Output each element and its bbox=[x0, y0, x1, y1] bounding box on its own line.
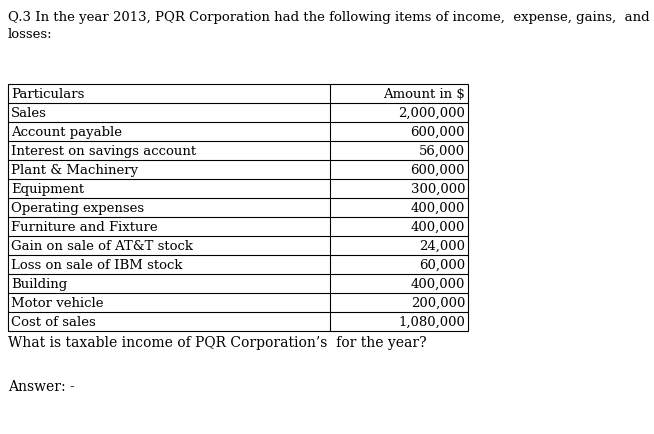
Text: 2,000,000: 2,000,000 bbox=[398, 107, 465, 120]
Text: Cost of sales: Cost of sales bbox=[11, 315, 95, 328]
Text: 400,000: 400,000 bbox=[411, 277, 465, 290]
Text: losses:: losses: bbox=[8, 29, 52, 41]
Text: What is taxable income of PQR Corporation’s  for the year?: What is taxable income of PQR Corporatio… bbox=[8, 335, 426, 349]
Text: 56,000: 56,000 bbox=[419, 145, 465, 158]
Text: 300,000: 300,000 bbox=[411, 183, 465, 196]
Text: Particulars: Particulars bbox=[11, 88, 84, 101]
Text: Plant & Machinery: Plant & Machinery bbox=[11, 164, 138, 177]
Text: Motor vehicle: Motor vehicle bbox=[11, 296, 103, 309]
Text: 200,000: 200,000 bbox=[411, 296, 465, 309]
Text: Q.3 In the year 2013, PQR Corporation had the following items of income,  expens: Q.3 In the year 2013, PQR Corporation ha… bbox=[8, 10, 649, 23]
Text: 600,000: 600,000 bbox=[411, 126, 465, 139]
Text: Interest on savings account: Interest on savings account bbox=[11, 145, 196, 158]
Text: Furniture and Fixture: Furniture and Fixture bbox=[11, 220, 158, 233]
Text: Building: Building bbox=[11, 277, 67, 290]
Text: 400,000: 400,000 bbox=[411, 201, 465, 214]
Text: Account payable: Account payable bbox=[11, 126, 122, 139]
Text: Answer: -: Answer: - bbox=[8, 379, 75, 393]
Text: Gain on sale of AT&T stock: Gain on sale of AT&T stock bbox=[11, 240, 193, 253]
Text: Amount in $: Amount in $ bbox=[383, 88, 465, 101]
Text: 600,000: 600,000 bbox=[411, 164, 465, 177]
Text: Sales: Sales bbox=[11, 107, 47, 120]
Text: Equipment: Equipment bbox=[11, 183, 84, 196]
Text: 60,000: 60,000 bbox=[419, 258, 465, 271]
Text: Loss on sale of IBM stock: Loss on sale of IBM stock bbox=[11, 258, 182, 271]
Text: 1,080,000: 1,080,000 bbox=[398, 315, 465, 328]
Text: 24,000: 24,000 bbox=[419, 240, 465, 253]
Text: Operating expenses: Operating expenses bbox=[11, 201, 144, 214]
Text: 400,000: 400,000 bbox=[411, 220, 465, 233]
Bar bbox=[8, 85, 468, 331]
